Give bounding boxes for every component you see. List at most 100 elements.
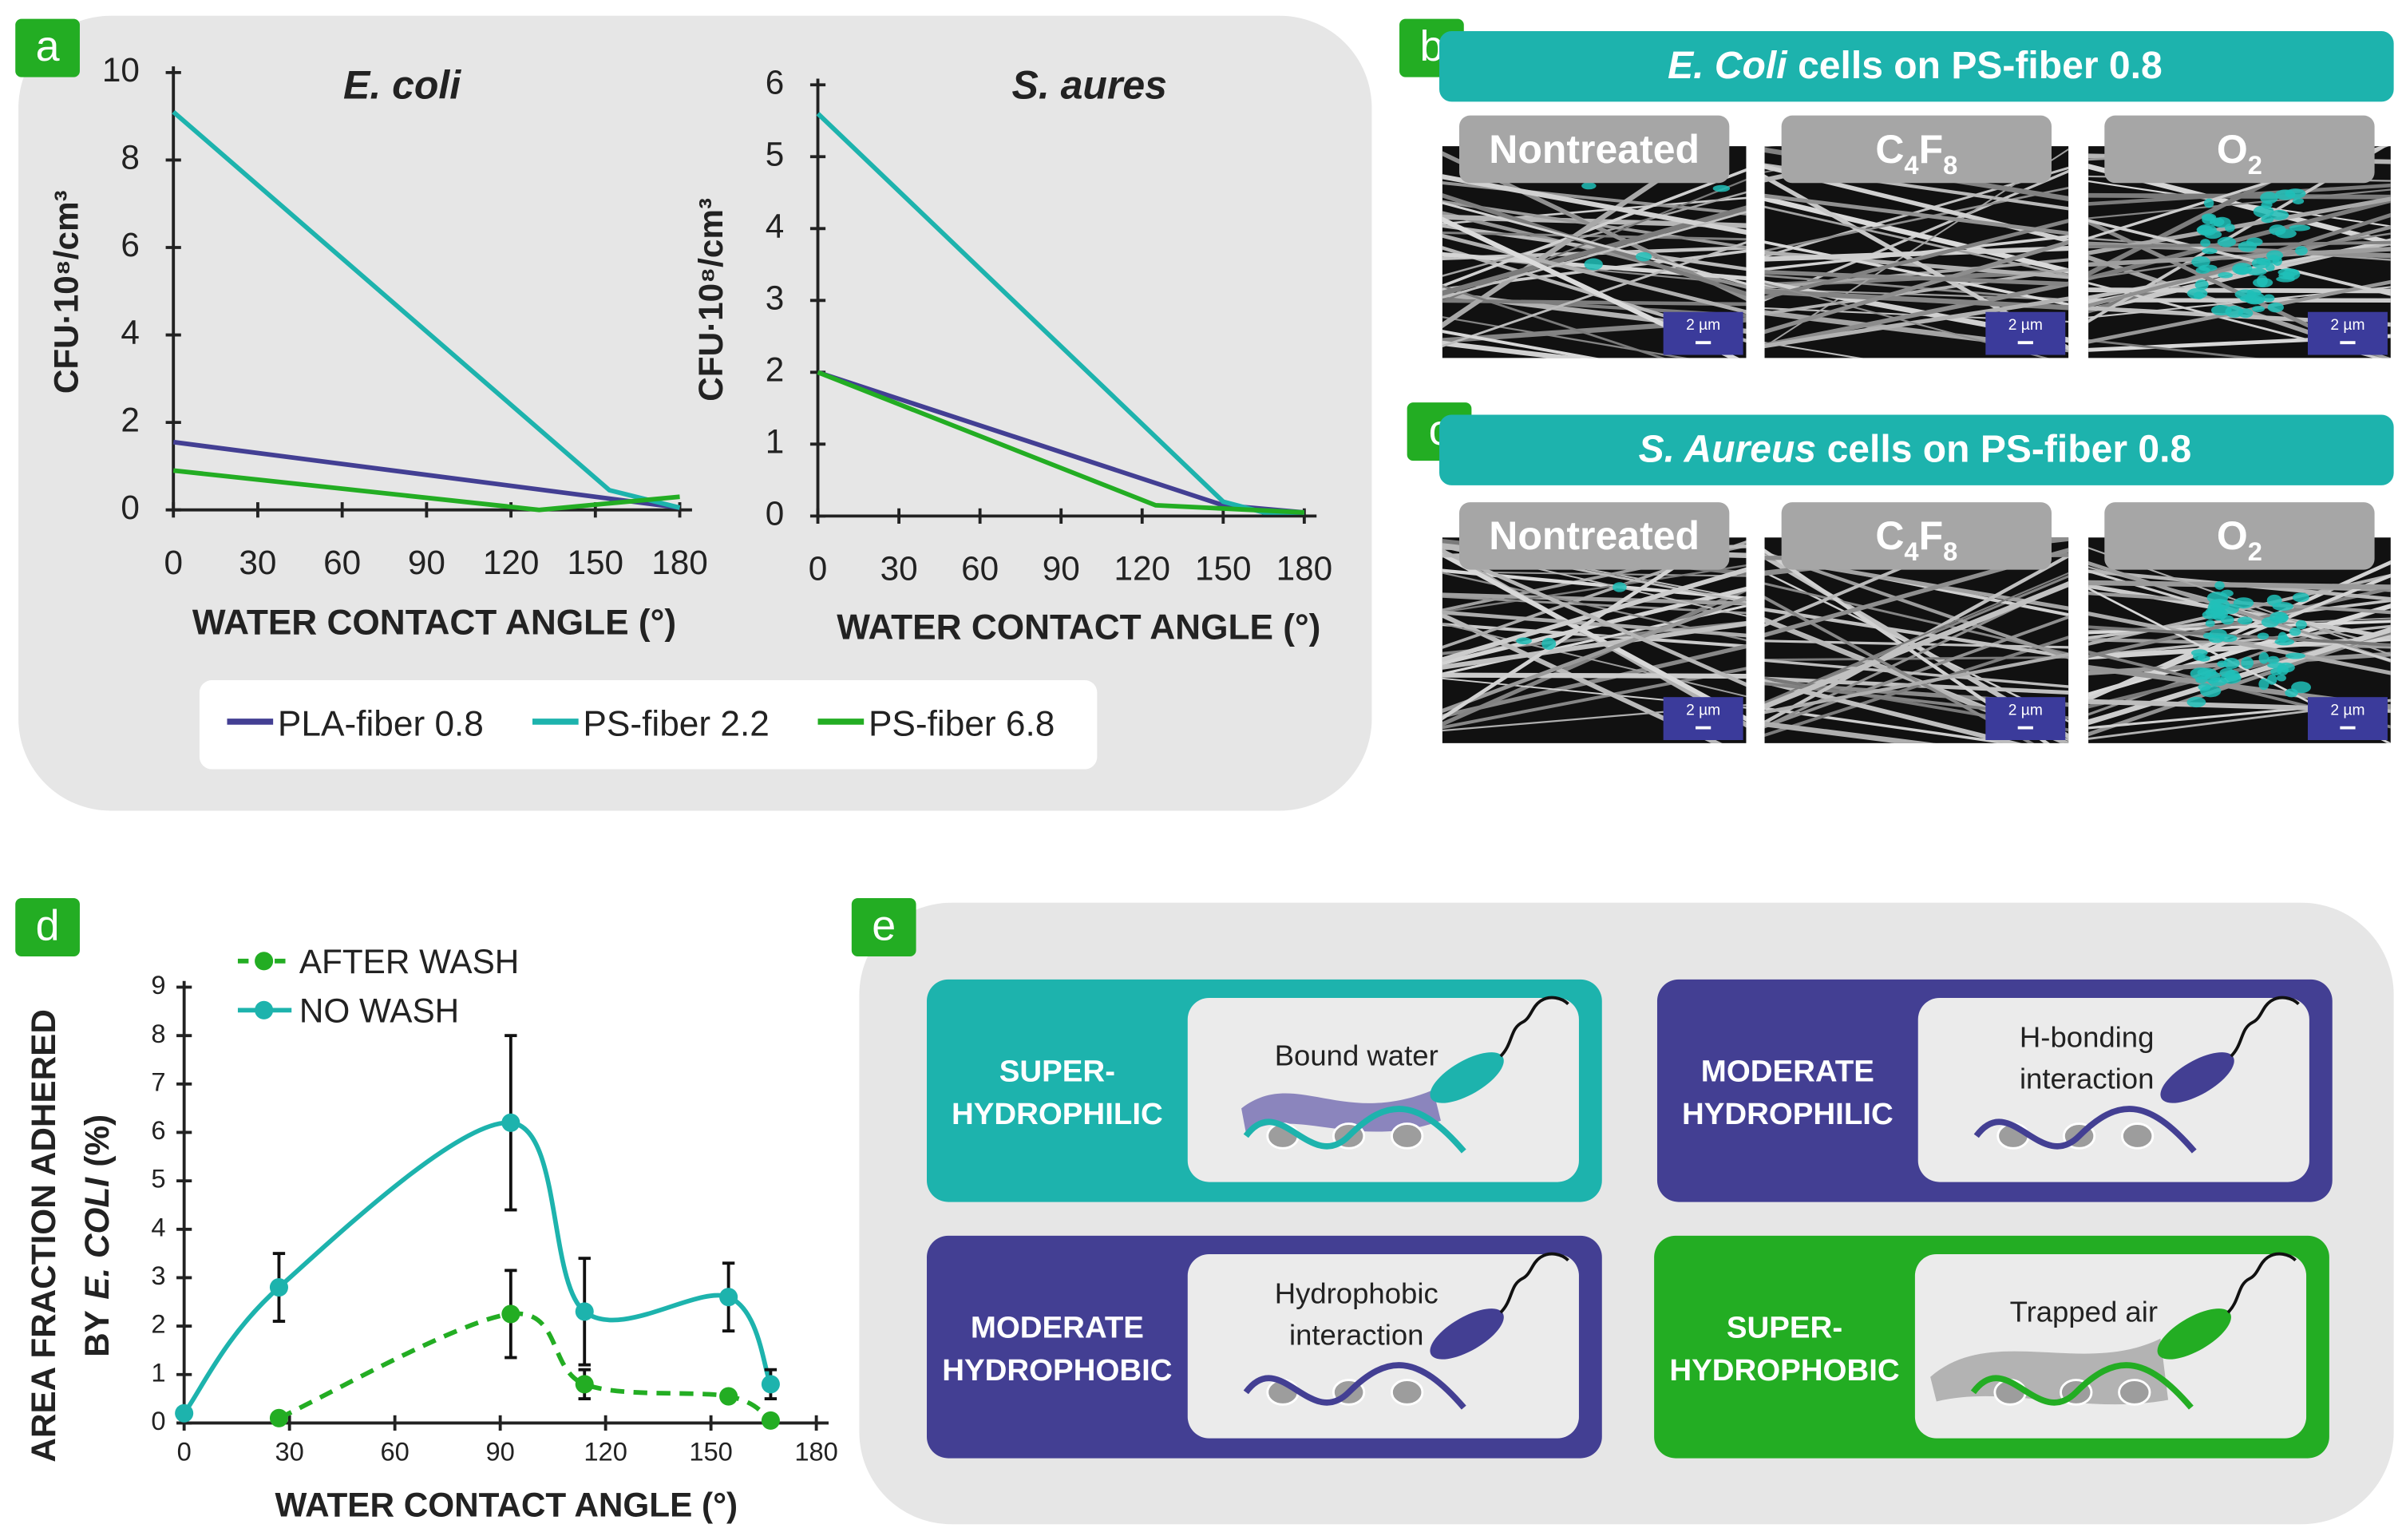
mechanism-label: MODERATE xyxy=(1701,1054,1874,1088)
x-tick-label: 0 xyxy=(177,1436,192,1466)
fiber xyxy=(1764,652,2069,715)
cell xyxy=(2197,655,2210,662)
cell xyxy=(2237,616,2253,625)
fiber xyxy=(1764,270,2069,287)
cell xyxy=(2233,597,2254,609)
cell xyxy=(2285,188,2306,199)
x-tick-label: 180 xyxy=(794,1436,838,1466)
bacterium xyxy=(2157,1308,2231,1360)
x-axis-label: WATER CONTACT ANGLE (°) xyxy=(837,608,1320,647)
y-tick-label: 8 xyxy=(121,139,140,176)
mechanism-note: Trapped air xyxy=(2010,1296,2158,1328)
y-tick-label: 0 xyxy=(766,495,785,532)
cell xyxy=(2260,192,2278,204)
data-point xyxy=(501,1113,520,1132)
panel-label-box xyxy=(15,18,80,77)
fiber xyxy=(1764,707,2016,743)
cell xyxy=(2217,660,2228,668)
particle xyxy=(2118,1379,2151,1406)
fiber xyxy=(2088,192,2391,200)
scale-bar-box xyxy=(2307,311,2388,355)
mechanism-label: HYDROPHOBIC xyxy=(942,1353,1172,1388)
surface-wave xyxy=(1243,1362,1466,1410)
y-axis-label: BY E. COLI (%) xyxy=(78,1114,116,1357)
x-tick-label: 180 xyxy=(1276,550,1333,588)
fiber xyxy=(1442,211,1747,299)
cell xyxy=(2199,685,2222,698)
cell xyxy=(2210,304,2232,316)
y-tick-label: 0 xyxy=(121,489,140,526)
tab-label-part: C xyxy=(1875,127,1904,172)
fiber xyxy=(1764,596,2035,743)
cell xyxy=(2267,302,2284,313)
cell xyxy=(2261,200,2273,209)
cell xyxy=(2295,620,2307,630)
cell xyxy=(2266,655,2280,664)
fiber xyxy=(1764,553,2069,725)
fiber xyxy=(1764,655,2069,662)
series-line xyxy=(817,370,1305,515)
cell xyxy=(2214,581,2225,590)
mechanism-inner xyxy=(1187,997,1579,1182)
surface-wave xyxy=(1973,1106,2197,1154)
x-tick-label: 120 xyxy=(584,1436,627,1466)
cell xyxy=(2209,628,2227,639)
cell xyxy=(1581,182,1597,190)
cell xyxy=(1712,184,1731,192)
legend-label: PLA-fiber 0.8 xyxy=(278,704,484,743)
fiber xyxy=(1764,659,2069,688)
x-tick-label: 30 xyxy=(239,544,276,581)
cell xyxy=(2200,239,2210,247)
y-tick-label: 0 xyxy=(151,1406,165,1435)
tab-label-part: Nontreated xyxy=(1489,513,1700,558)
cell xyxy=(2253,205,2274,218)
fiber xyxy=(1764,608,2069,659)
cell xyxy=(2265,263,2275,271)
series-line xyxy=(278,1311,773,1423)
fiber xyxy=(1764,240,2069,335)
mechanism-label: SUPER- xyxy=(1727,1310,1842,1344)
data-point xyxy=(719,1387,738,1406)
cell xyxy=(2285,652,2306,659)
fiber xyxy=(1764,205,2069,277)
cell xyxy=(2282,268,2301,280)
cell xyxy=(2205,671,2221,683)
flagellum xyxy=(1499,1252,1569,1314)
cell xyxy=(2222,658,2240,669)
fiber xyxy=(1764,296,2069,349)
cell xyxy=(2266,674,2277,685)
mechanism-inner xyxy=(1914,1253,2307,1439)
cell xyxy=(2276,674,2286,682)
tab xyxy=(2104,115,2375,184)
cell xyxy=(2258,651,2269,664)
fiber xyxy=(1764,342,1863,358)
header-bar xyxy=(1439,414,2394,485)
y-tick-label: 4 xyxy=(121,314,140,351)
header-italic: E. Coli xyxy=(1668,45,1788,87)
data-point xyxy=(269,1278,288,1297)
y-tick-label: 2 xyxy=(121,401,140,438)
x-tick-label: 60 xyxy=(961,550,999,588)
x-tick-label: 30 xyxy=(880,550,918,588)
cell xyxy=(2292,197,2305,204)
tab-label-part: 2 xyxy=(2248,536,2262,566)
tab-label: O2 xyxy=(2217,513,2262,566)
tab-label-part: F xyxy=(1919,513,1944,558)
cell xyxy=(2186,287,2208,299)
fiber xyxy=(1764,186,2069,252)
tab-label-part: C xyxy=(1875,513,1904,558)
cell xyxy=(2195,267,2210,274)
scale-bar-label: 2 µm xyxy=(1686,317,1720,334)
data-point xyxy=(175,1403,194,1423)
legend-label: NO WASH xyxy=(299,992,459,1029)
panel-label: e xyxy=(872,902,896,950)
surface-wave xyxy=(1243,1106,1466,1154)
header-text: E. Coli cells on PS-fiber 0.8 xyxy=(1668,45,2163,87)
cell xyxy=(2276,665,2289,676)
mechanism-note: interaction xyxy=(1289,1318,1423,1351)
cell xyxy=(2238,241,2258,252)
y-tick-label: 6 xyxy=(766,63,785,101)
cell xyxy=(2234,265,2245,274)
cell xyxy=(2186,696,2206,708)
fiber xyxy=(1442,567,1747,663)
